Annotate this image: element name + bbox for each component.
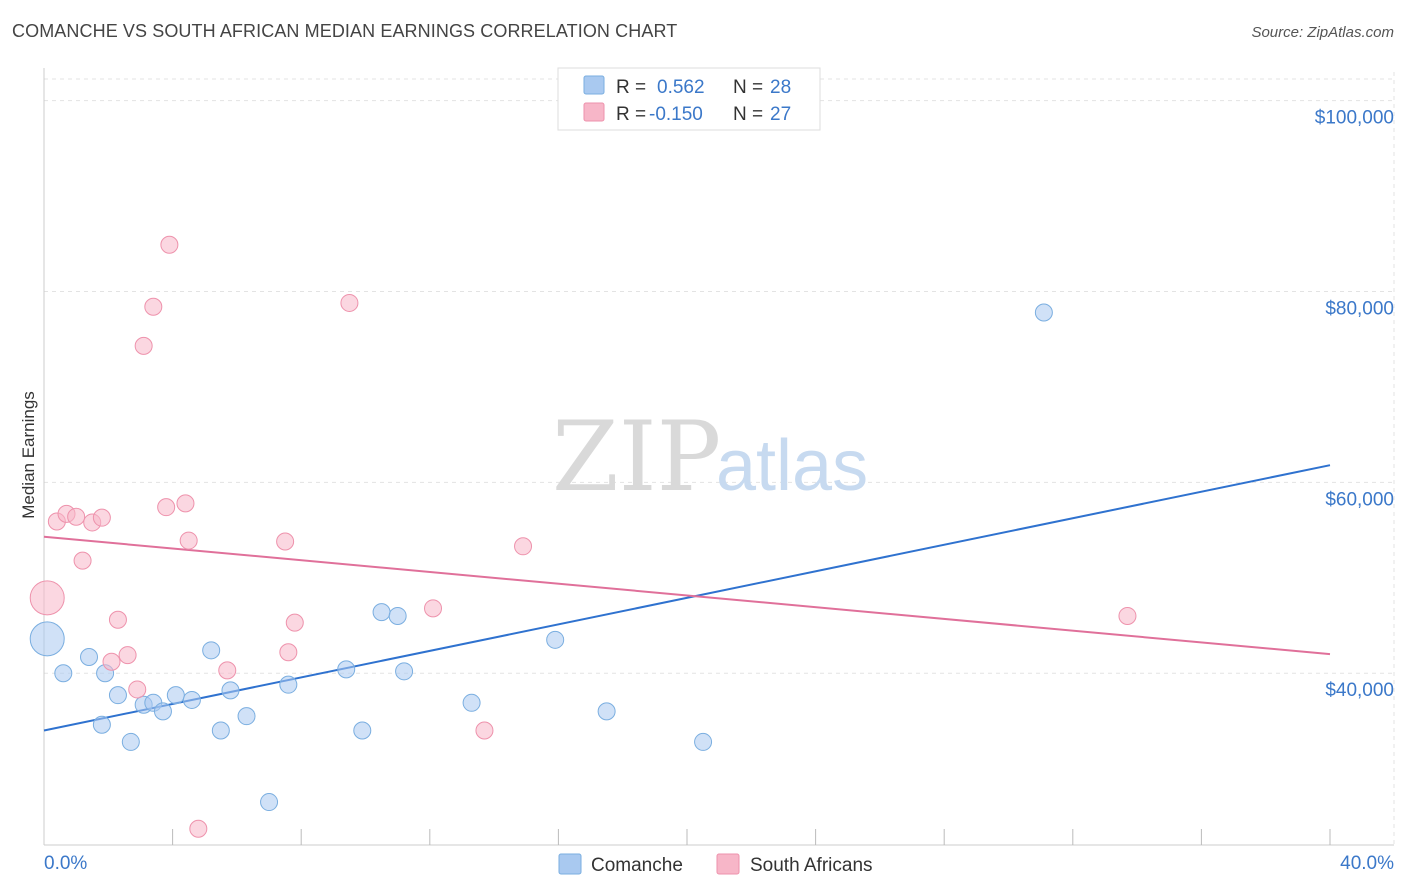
trend-line-south-africans — [43, 535, 1331, 656]
y-tick-label: $60,000 — [1325, 489, 1394, 510]
point-south-africans — [73, 551, 92, 570]
point-south-africans — [475, 721, 494, 740]
point-south-africans — [1118, 606, 1137, 625]
watermark-atlas: atlas — [716, 426, 868, 506]
point-comanche — [221, 681, 240, 700]
point-comanche — [279, 675, 298, 694]
legend-r-label-1: R = — [616, 77, 646, 98]
point-south-africans — [102, 652, 121, 671]
point-south-africans — [144, 297, 163, 316]
y-tick-label: $100,000 — [1315, 108, 1394, 129]
point-comanche — [237, 707, 256, 726]
point-south-africans — [67, 507, 86, 526]
y-tick-label: $80,000 — [1325, 298, 1394, 319]
y-tick-label: $40,000 — [1325, 680, 1394, 701]
point-south-africans — [118, 646, 137, 665]
x-tick-label-max: 40.0% — [1340, 853, 1394, 874]
watermark-zip: ZIP — [552, 401, 721, 513]
point-comanche — [462, 693, 481, 712]
point-south-africans — [279, 643, 298, 662]
point-comanche — [337, 660, 356, 679]
legend-bottom: Comanche South Africans — [558, 853, 873, 876]
point-comanche — [597, 702, 616, 721]
y-axis-label: Median Earnings — [19, 391, 38, 519]
legend-r-value-2: -0.150 — [649, 104, 703, 125]
legend-n-label-2: N = — [733, 104, 763, 125]
point-south-africans — [189, 819, 208, 838]
watermark: ZIP atlas — [552, 401, 868, 513]
legend-bottom-swatch-comanche — [558, 853, 582, 875]
point-comanche — [92, 715, 111, 734]
legend-r-value-1: 0.562 — [657, 77, 705, 98]
point-south-africans — [92, 508, 111, 527]
point-comanche — [29, 621, 65, 657]
legend-n-label-1: N = — [733, 77, 763, 98]
x-tick-label-min: 0.0% — [44, 853, 87, 874]
point-comanche — [153, 702, 172, 721]
trend-line-comanche — [43, 464, 1331, 732]
point-south-africans — [134, 336, 153, 355]
legend-bottom-swatch-south-africans — [716, 853, 740, 875]
point-comanche — [372, 603, 391, 622]
chart-title: COMANCHE VS SOUTH AFRICAN MEDIAN EARNING… — [12, 21, 678, 41]
point-comanche — [353, 721, 372, 740]
point-comanche — [54, 664, 73, 683]
point-comanche — [202, 641, 221, 660]
point-south-africans — [340, 293, 359, 312]
legend-bottom-label-south-africans: South Africans — [750, 855, 873, 876]
y-tick-labels: $40,000 $60,000 $80,000 $100,000 — [1315, 108, 1394, 702]
point-south-africans — [179, 531, 198, 550]
chart-source: Source: ZipAtlas.com — [1251, 24, 1394, 41]
trend-lines — [43, 464, 1331, 732]
point-south-africans — [218, 661, 237, 680]
point-comanche — [388, 606, 407, 625]
point-comanche — [80, 647, 99, 666]
point-south-africans — [108, 610, 127, 629]
legend-n-value-1: 28 — [770, 77, 791, 98]
point-south-africans — [276, 532, 295, 551]
point-south-africans — [285, 613, 304, 632]
legend-swatch-south-africans — [583, 102, 605, 122]
data-points — [29, 235, 1137, 838]
point-south-africans — [176, 494, 195, 513]
legend-r-label-2: R = — [616, 104, 646, 125]
point-comanche — [260, 793, 279, 812]
legend-swatch-comanche — [583, 75, 605, 95]
point-south-africans — [424, 599, 443, 618]
point-comanche — [1034, 303, 1053, 322]
point-south-africans — [157, 498, 176, 517]
point-comanche — [694, 732, 713, 751]
axes — [43, 68, 1394, 846]
point-comanche — [182, 690, 201, 709]
point-south-africans — [514, 537, 533, 556]
point-comanche — [546, 630, 565, 649]
point-comanche — [211, 721, 230, 740]
point-comanche — [166, 686, 185, 705]
point-comanche — [395, 662, 414, 681]
legend-n-value-2: 27 — [770, 104, 791, 125]
point-south-africans — [128, 680, 147, 699]
point-comanche — [108, 686, 127, 705]
point-south-africans — [29, 580, 65, 616]
legend-bottom-label-comanche: Comanche — [591, 855, 683, 876]
point-south-africans — [160, 235, 179, 254]
legend-top: R = 0.562 N = 28 R = -0.150 N = 27 — [557, 67, 821, 131]
point-comanche — [121, 732, 140, 751]
